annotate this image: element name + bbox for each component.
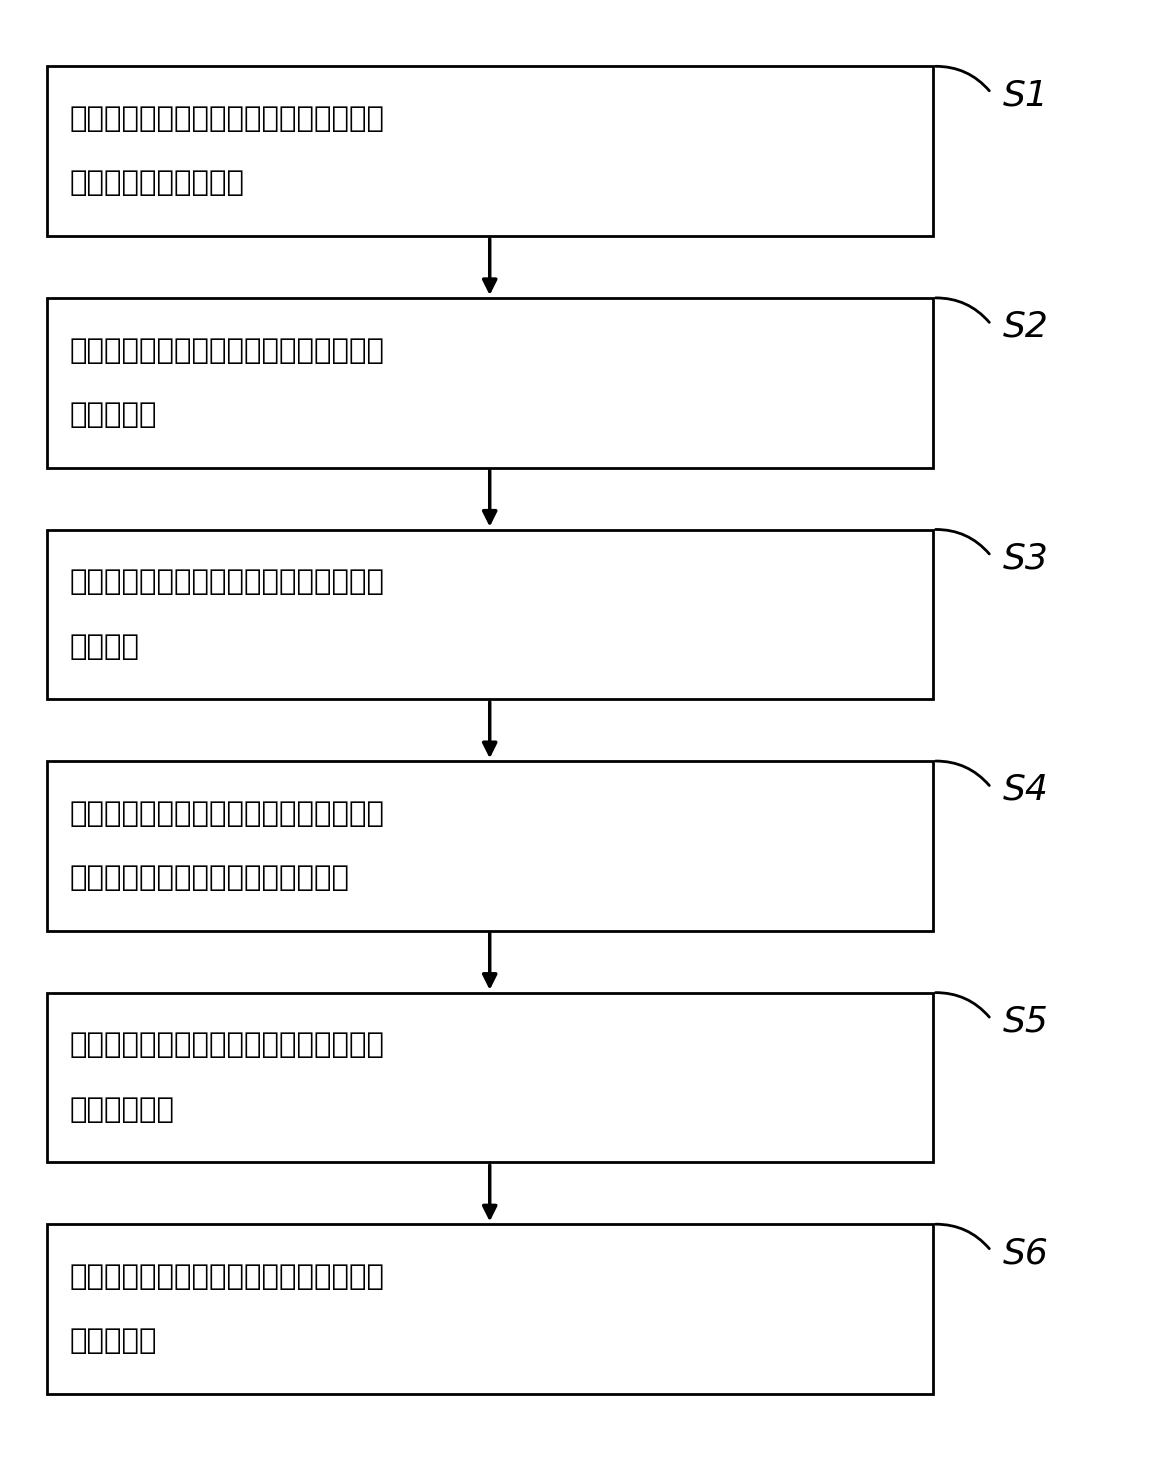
Text: S4: S4 <box>1003 773 1048 807</box>
Bar <box>47 298 933 468</box>
Bar <box>47 1224 933 1394</box>
Text: 调整凸起: 调整凸起 <box>70 633 140 661</box>
Text: 件的平面尺寸: 件的平面尺寸 <box>70 1096 175 1124</box>
Text: 物化的显示模块与物化板件对应装配形成: 物化的显示模块与物化板件对应装配形成 <box>70 1263 385 1291</box>
Text: S3: S3 <box>1003 541 1048 575</box>
Text: S2: S2 <box>1003 310 1048 344</box>
Text: 建模形成虚拟的显示层，对显示层分割得: 建模形成虚拟的显示层，对显示层分割得 <box>70 105 385 133</box>
Text: 对物化的显示模块缩边并在每条边上留置: 对物化的显示模块缩边并在每条边上留置 <box>70 568 385 596</box>
Text: 模块的尺寸: 模块的尺寸 <box>70 401 157 429</box>
Bar <box>47 993 933 1162</box>
Bar <box>47 761 933 931</box>
Text: 多个显示模块，得到虚拟板件的尺寸: 多个显示模块，得到虚拟板件的尺寸 <box>70 864 350 892</box>
Bar <box>47 530 933 699</box>
Text: 到虚拟的显示模块尺寸: 到虚拟的显示模块尺寸 <box>70 170 245 198</box>
Text: 虚拟的显示模块尺寸映射得到物化的显示: 虚拟的显示模块尺寸映射得到物化的显示 <box>70 336 385 364</box>
Text: 虚拟板件的尺寸由曲面转平面得到物化板: 虚拟板件的尺寸由曲面转平面得到物化板 <box>70 1031 385 1059</box>
Bar <box>47 66 933 236</box>
Text: S6: S6 <box>1003 1236 1048 1270</box>
Text: S5: S5 <box>1003 1004 1048 1038</box>
Text: 曲面显示屏: 曲面显示屏 <box>70 1328 157 1356</box>
Text: S1: S1 <box>1003 78 1048 112</box>
Text: 建模形成虚拟的调整层，其虚拟板件对应: 建模形成虚拟的调整层，其虚拟板件对应 <box>70 799 385 827</box>
